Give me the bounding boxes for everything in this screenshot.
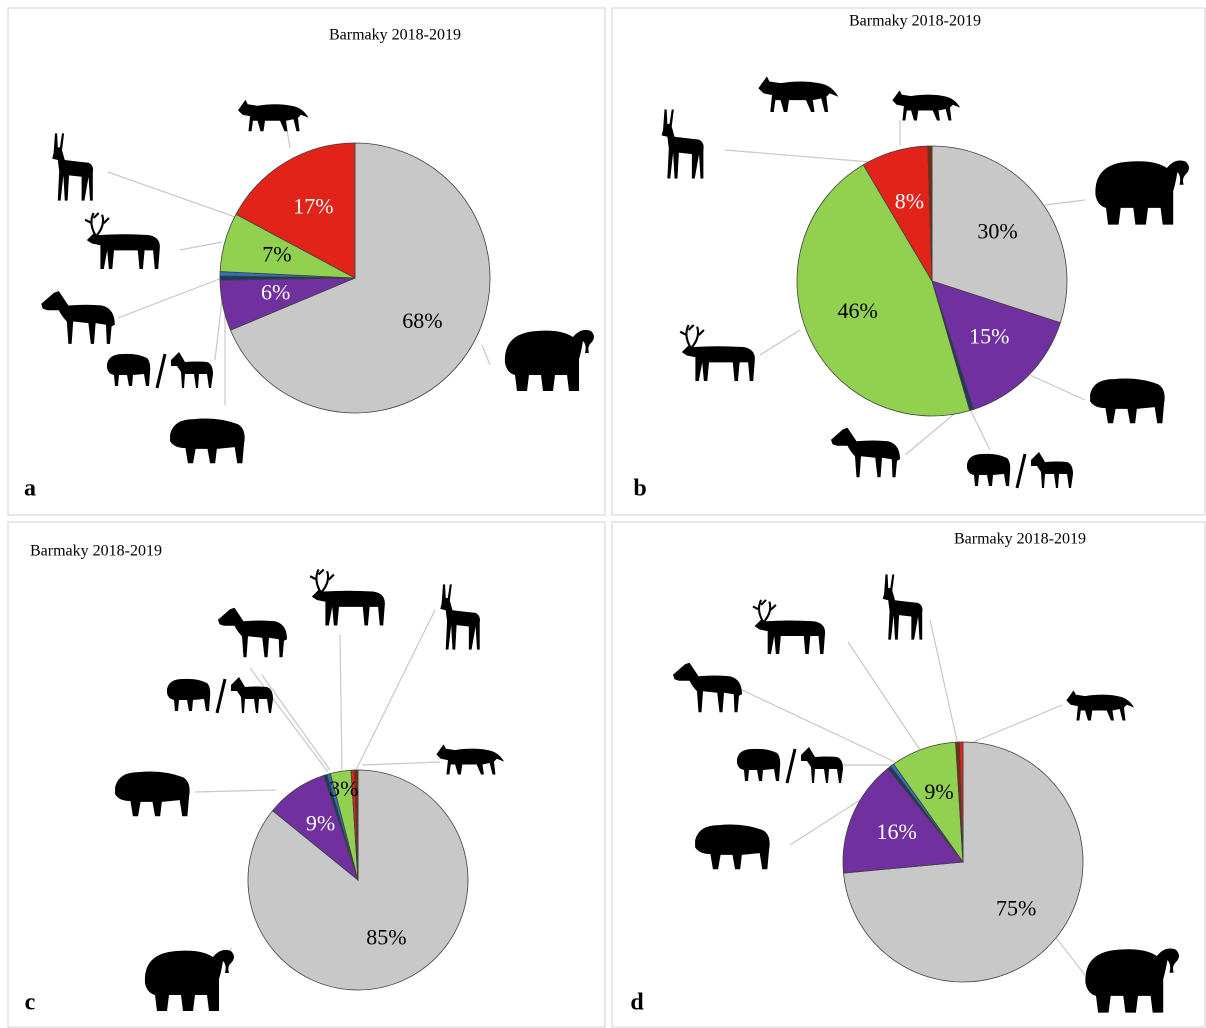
value-label: 30% [977, 218, 1017, 243]
value-label: 16% [877, 819, 917, 844]
panel-frame [7, 7, 606, 516]
panel-label: a [24, 476, 36, 502]
value-label: 3% [329, 776, 358, 801]
value-label: 8% [895, 188, 924, 213]
fox-icon [892, 90, 961, 121]
horse-icon [673, 662, 742, 713]
chart-title: Barmaky 2018-2019 [849, 13, 981, 30]
value-label: 46% [837, 298, 877, 323]
bison-icon [169, 416, 246, 464]
bison-icon [694, 822, 771, 870]
chart-title: Barmaky 2018-2019 [30, 543, 162, 560]
value-label: 75% [996, 896, 1036, 921]
bison-icon [1089, 376, 1166, 424]
value-label: 9% [306, 811, 335, 836]
mammoth-icon [504, 329, 594, 391]
panel-label: c [25, 990, 36, 1016]
reindeer-icon [83, 211, 162, 271]
pie-slice [931, 145, 1068, 324]
bison-horse-icon [965, 450, 1075, 490]
wolf-icon [436, 744, 505, 775]
mammoth-icon [144, 949, 234, 1011]
value-label: 68% [402, 308, 442, 333]
value-label: 17% [293, 194, 333, 219]
value-label: 6% [261, 280, 290, 305]
panel-label: d [630, 990, 644, 1016]
bison-horse-icon [165, 675, 275, 715]
bison-horse-icon [735, 745, 845, 785]
bison-icon [114, 769, 191, 817]
mammoth-icon [1095, 160, 1189, 225]
panel-frame [611, 7, 1206, 516]
reindeer-icon [751, 598, 827, 656]
value-label: 9% [924, 779, 953, 804]
chart-title: Barmaky 2018-2019 [329, 27, 461, 44]
reindeer-icon [308, 568, 387, 627]
panel-frame [611, 521, 1206, 1028]
horse-icon [831, 427, 900, 478]
wolf-icon [758, 76, 839, 113]
saiga-icon [440, 584, 480, 650]
pie-slice [842, 767, 964, 874]
saiga-icon [661, 109, 704, 179]
mammoth-icon [1085, 948, 1179, 1013]
value-label: 85% [366, 925, 406, 950]
pie-slice [927, 145, 933, 282]
value-label: 7% [262, 241, 291, 266]
wolf-icon [238, 99, 309, 132]
saiga-icon [52, 133, 94, 201]
bison-horse-icon [105, 350, 215, 390]
pie-slice [958, 741, 964, 863]
horse-icon [41, 291, 115, 344]
pie-slice [931, 280, 1061, 410]
pie-slice [354, 769, 359, 881]
pie-slice [796, 164, 971, 417]
panel-frame [7, 521, 606, 1028]
leader-lines [107, 120, 1086, 976]
saiga-icon [882, 574, 923, 640]
chart-title: Barmaky 2018-2019 [954, 531, 1086, 548]
value-label: 15% [969, 323, 1009, 348]
pie-slice [235, 142, 356, 279]
horse-icon [218, 607, 287, 658]
panel-label: b [633, 476, 646, 502]
pie-slice [229, 142, 491, 414]
reindeer-icon [678, 323, 757, 383]
wolf-icon [1066, 690, 1135, 721]
